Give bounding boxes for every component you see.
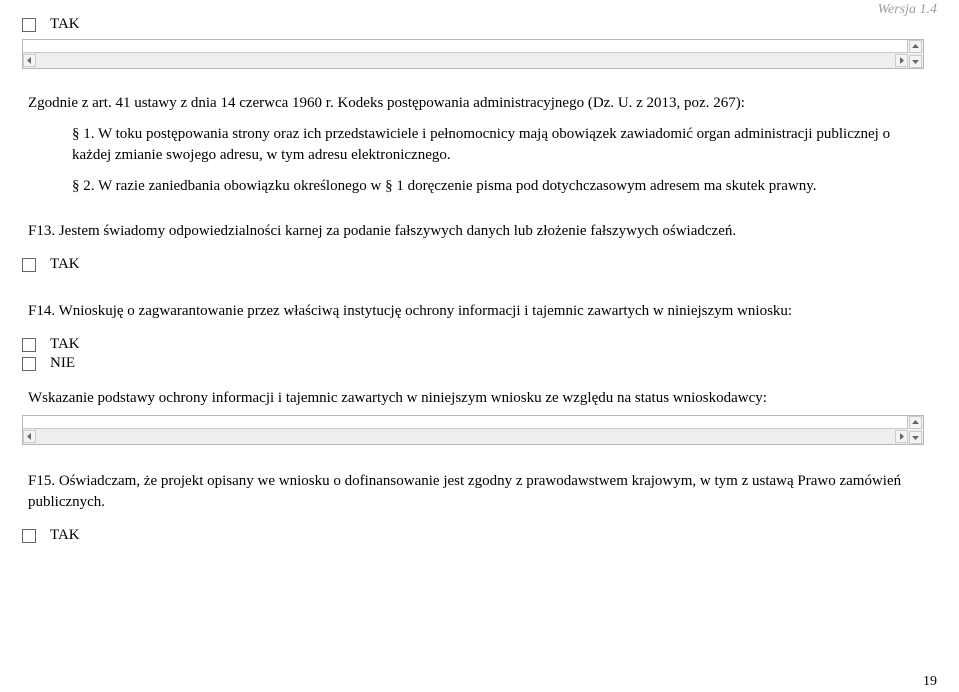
textarea-box-1[interactable] [22, 39, 924, 69]
checkbox-f13[interactable] [22, 258, 36, 272]
scroll-down-icon[interactable] [909, 55, 922, 68]
checkbox-top-label: TAK [50, 16, 80, 33]
checkbox-f14-no-label: NIE [50, 355, 75, 372]
basis-text: Wskazanie podstawy ochrony informacji i … [28, 388, 931, 409]
scroll-down-icon[interactable] [909, 431, 922, 444]
hscrollbar-1[interactable] [23, 52, 908, 68]
scroll-right-icon[interactable] [895, 54, 908, 67]
clause-1: § 1. W toku postępowania strony oraz ich… [72, 124, 931, 166]
scroll-up-icon[interactable] [909, 416, 922, 429]
intro-paragraph: Zgodnie z art. 41 ustawy z dnia 14 czerw… [28, 93, 931, 114]
scroll-right-icon[interactable] [895, 430, 908, 443]
checkbox-top[interactable] [22, 18, 36, 32]
f14-text: F14. Wnioskuję o zagwarantowanie przez w… [28, 301, 931, 322]
checkbox-f13-label: TAK [50, 256, 80, 273]
clause-2: § 2. W razie zaniedbania obowiązku okreś… [72, 176, 931, 197]
vscrollbar-2[interactable] [907, 416, 923, 444]
f15-text: F15. Oświadczam, że projekt opisany we w… [28, 471, 931, 513]
f13-text: F13. Jestem świadomy odpowiedzialności k… [28, 221, 931, 242]
checkbox-f14-no[interactable] [22, 357, 36, 371]
scroll-left-icon[interactable] [23, 430, 36, 443]
hscrollbar-2[interactable] [23, 428, 908, 444]
textarea-box-2[interactable] [22, 415, 924, 445]
scroll-left-icon[interactable] [23, 54, 36, 67]
page-number: 19 [923, 674, 937, 690]
checkbox-f15-label: TAK [50, 527, 80, 544]
checkbox-f15[interactable] [22, 529, 36, 543]
scroll-up-icon[interactable] [909, 40, 922, 53]
vscrollbar-1[interactable] [907, 40, 923, 68]
checkbox-f14-yes[interactable] [22, 338, 36, 352]
version-label: Wersja 1.4 [878, 2, 937, 18]
checkbox-f14-yes-label: TAK [50, 336, 80, 353]
